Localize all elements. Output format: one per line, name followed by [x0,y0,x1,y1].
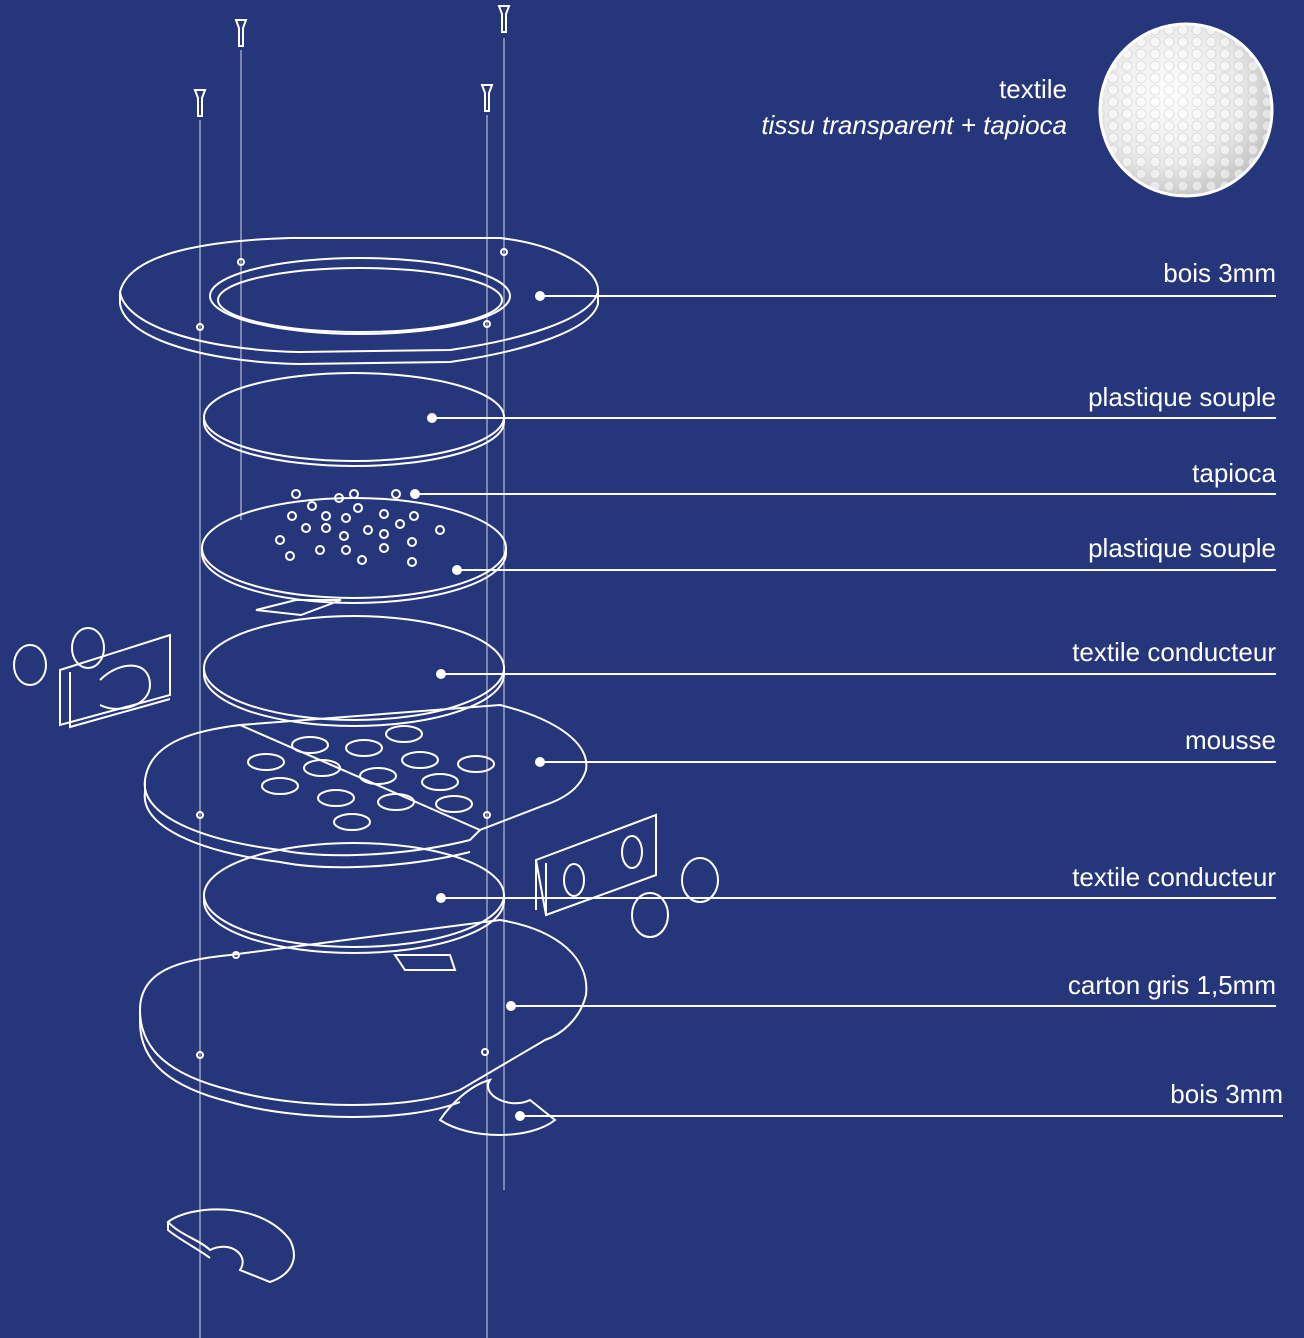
layer-label: bois 3mm [1170,1079,1283,1109]
layer-label: plastique souple [1088,382,1276,412]
background [0,0,1304,1338]
layer-label: carton gris 1,5mm [1068,970,1276,1000]
layer-label: plastique souple [1088,533,1276,563]
layer-label: textile conducteur [1072,862,1276,892]
textile-subtitle: tissu transparent + tapioca [761,110,1067,140]
textile-title: textile [999,74,1067,104]
layer-label: bois 3mm [1163,258,1276,288]
layer-label: mousse [1185,725,1276,755]
layer-label: textile conducteur [1072,637,1276,667]
layer-label: tapioca [1192,458,1276,488]
exploded-diagram: textile tissu transparent + tapioca bois… [0,0,1304,1338]
tapioca-photo [1100,24,1272,196]
